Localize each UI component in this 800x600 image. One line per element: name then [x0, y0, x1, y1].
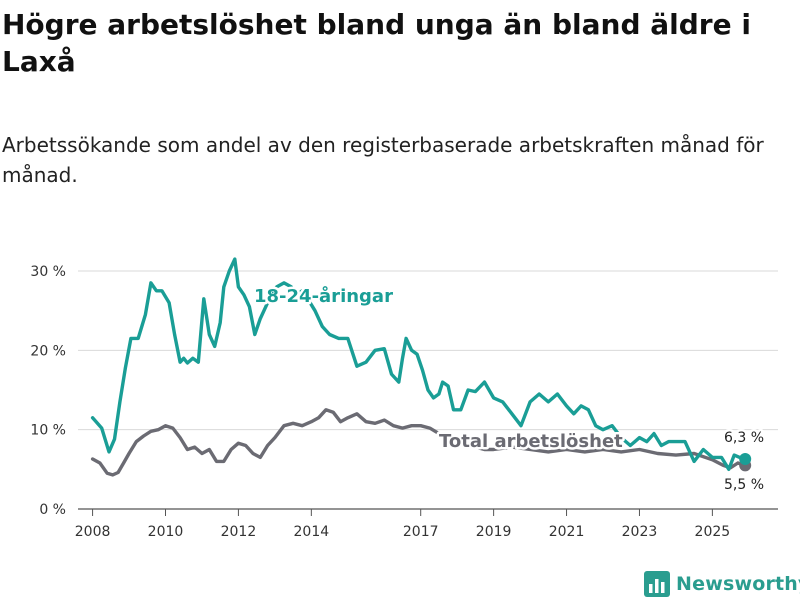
- x-tick-label: 2014: [294, 524, 330, 540]
- series-label-total: Total arbetslöshet: [439, 431, 623, 452]
- axes: 0 % 10 % 20 % 30 % 2008 2010 2012 2014 2017 2019 2…: [30, 264, 778, 540]
- series-line-total: [90, 408, 747, 477]
- y-tick-label: 30 %: [30, 264, 66, 280]
- y-tick-label: 0 %: [39, 502, 66, 518]
- brand-logo: Newsworthy: [644, 570, 800, 598]
- chart-title: Högre arbetslöshet bland unga än bland ä…: [2, 8, 751, 78]
- x-tick-label: 2019: [476, 524, 512, 540]
- y-tick-label: 10 %: [30, 423, 66, 439]
- x-tick-label: 2008: [75, 524, 111, 540]
- x-tick-label: 2021: [549, 524, 585, 540]
- x-tick-label: 2023: [622, 524, 658, 540]
- x-tick-label: 2010: [148, 524, 184, 540]
- end-value-label-youth: 6,3 %: [724, 430, 764, 446]
- label-halo: 6,3 %: [724, 430, 764, 446]
- end-value-label-total: 5,5 %: [724, 477, 764, 493]
- label-halo: Total arbetslöshet: [439, 431, 623, 452]
- x-tick-label: 2017: [403, 524, 439, 540]
- series-line-youth: [90, 257, 747, 471]
- label-halo: 5,5 %: [724, 477, 764, 493]
- chart-subtitle: Arbetssökande som andel av den registerb…: [2, 133, 764, 187]
- series-label-youth: 18-24-åringar: [254, 285, 393, 307]
- x-tick-label: 2012: [221, 524, 257, 540]
- y-tick-label: 20 %: [30, 343, 66, 359]
- series: [90, 257, 752, 477]
- grid: [78, 270, 778, 431]
- bar-chart-icon: [644, 571, 670, 597]
- x-tick-label: 2025: [695, 524, 731, 540]
- series-end-point-youth: [739, 453, 752, 466]
- brand-name: Newsworthy: [676, 573, 800, 595]
- label-halo: 18-24-åringar: [254, 285, 393, 307]
